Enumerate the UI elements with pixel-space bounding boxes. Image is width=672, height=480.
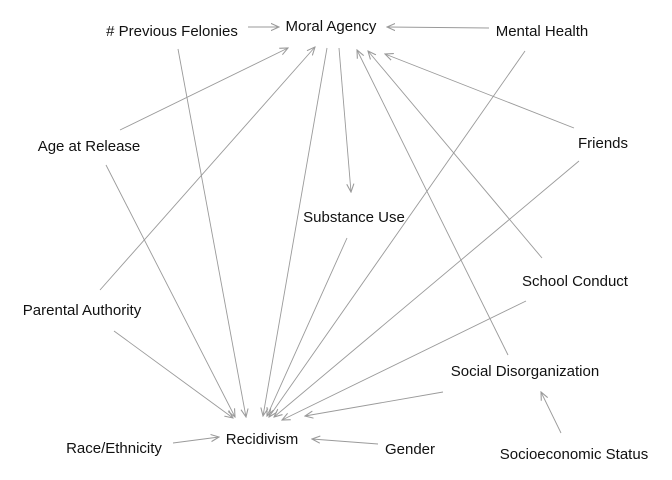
edge-school-conduct-to-moral-agency	[368, 51, 543, 259]
edge-friends-to-recidivism	[274, 160, 580, 417]
node-moral-agency: Moral Agency	[286, 18, 377, 35]
edge-substance-use-to-recidivism	[267, 237, 348, 416]
node-socioeconomic-status: Socioeconomic Status	[500, 446, 648, 463]
edge-gender-to-recidivism	[312, 439, 379, 445]
edge-mental-health-to-recidivism	[269, 50, 526, 417]
edge-moral-agency-to-recidivism	[263, 47, 328, 416]
edge-age-release-to-recidivism	[105, 164, 235, 417]
edge-friends-to-moral-agency	[385, 54, 575, 129]
edge-parental-authority-to-recidivism	[113, 330, 233, 418]
node-race-ethnicity: Race/Ethnicity	[66, 440, 162, 457]
node-parental-authority: Parental Authority	[23, 302, 142, 319]
node-school-conduct: School Conduct	[522, 273, 629, 290]
node-gender: Gender	[385, 441, 435, 458]
edge-social-disorg-to-recidivism	[305, 391, 444, 416]
edges	[99, 27, 580, 445]
edge-race-to-recidivism	[172, 437, 219, 444]
edge-age-release-to-moral-agency	[119, 48, 288, 131]
edge-social-disorg-to-moral-agency	[357, 50, 509, 356]
node-age-at-release: Age at Release	[38, 138, 141, 155]
node-previous-felonies: # Previous Felonies	[106, 23, 238, 40]
node-friends: Friends	[578, 135, 628, 152]
edge-prev-felonies-to-recidivism	[177, 48, 246, 417]
edge-school-conduct-to-recidivism	[282, 300, 527, 420]
node-recidivism: Recidivism	[226, 431, 299, 448]
node-social-disorganization: Social Disorganization	[451, 363, 599, 380]
node-substance-use: Substance Use	[303, 209, 405, 226]
node-mental-health: Mental Health	[496, 23, 589, 40]
nodes: Moral Agency # Previous Felonies Mental …	[23, 18, 648, 463]
edge-moral-agency-to-substance-use	[338, 47, 351, 192]
edge-mental-health-to-moral-agency	[387, 27, 490, 28]
edge-ses-to-social-disorg	[541, 392, 562, 434]
edge-parental-authority-to-moral-agency	[99, 47, 315, 291]
